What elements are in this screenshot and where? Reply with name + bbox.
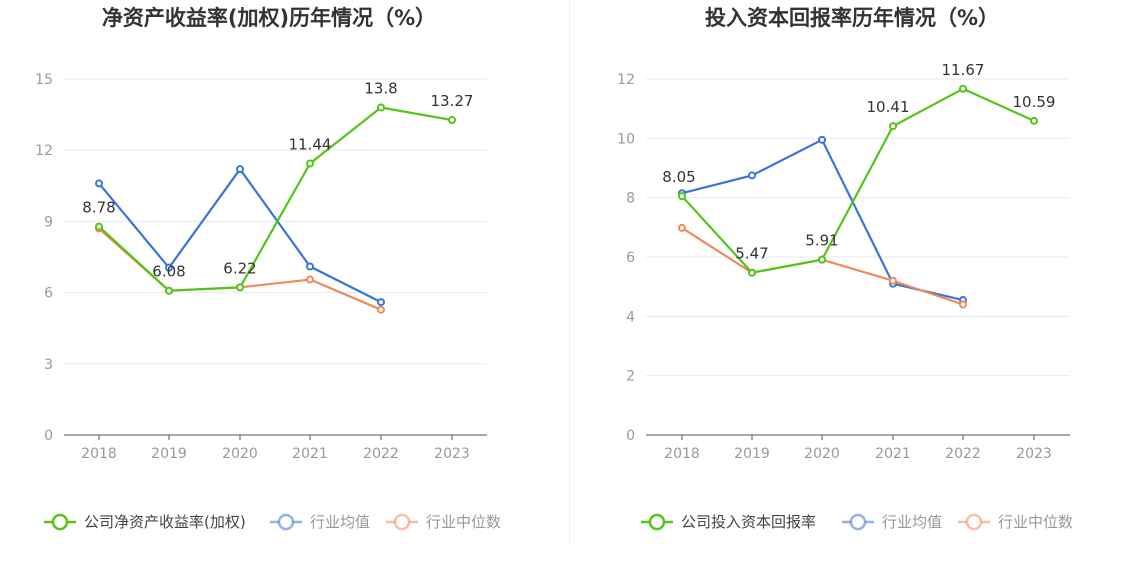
y-tick-label: 15 <box>35 72 53 88</box>
x-tick-label: 2023 <box>1016 446 1052 462</box>
y-tick-label: 12 <box>35 143 53 159</box>
x-tick-label: 2022 <box>363 446 399 462</box>
legend-marker <box>965 513 983 531</box>
y-tick-label: 6 <box>44 286 53 302</box>
x-tick-label: 2018 <box>664 446 700 462</box>
data-label: 13.27 <box>431 92 474 110</box>
data-point <box>236 165 244 174</box>
data-point <box>1030 116 1038 125</box>
x-tick-label: 2021 <box>292 446 328 462</box>
legend-label: 行业中位数 <box>998 513 1073 531</box>
y-tick-label: 9 <box>44 214 53 230</box>
data-point <box>748 268 756 277</box>
x-tick-label: 2020 <box>804 446 840 462</box>
x-tick-label: 2019 <box>734 446 770 462</box>
panel-divider <box>569 0 570 545</box>
roe-chart: 净资产收益率(加权)历年情况（%） 0 3 6 9 12 15 2018 2019 2020 202… <box>35 6 501 531</box>
y-tick-label: 8 <box>626 191 635 207</box>
data-label: 11.67 <box>942 61 985 79</box>
data-label: 10.59 <box>1013 93 1056 111</box>
data-point <box>306 275 314 284</box>
y-tick-label: 4 <box>626 309 635 325</box>
chart-title: 投入资本回报率历年情况（%） <box>705 6 999 30</box>
data-point <box>678 192 686 201</box>
legend-label: 公司投入资本回报率 <box>681 513 816 531</box>
data-point <box>306 159 314 168</box>
data-point <box>818 255 826 264</box>
legend-marker <box>393 513 411 531</box>
legend-label: 公司净资产收益率(加权) <box>84 513 246 531</box>
y-tick-label: 3 <box>44 357 53 373</box>
legend-marker <box>648 513 666 531</box>
data-point <box>678 223 686 232</box>
data-label: 10.41 <box>867 98 910 116</box>
chart-title: 净资产收益率(加权)历年情况（%） <box>102 6 436 30</box>
data-point <box>95 179 103 188</box>
data-point <box>377 298 385 307</box>
x-tick-label: 2023 <box>434 446 470 462</box>
y-tick-label: 2 <box>626 369 635 385</box>
y-tick-label: 12 <box>617 72 635 88</box>
y-tick-label: 0 <box>626 428 635 444</box>
y-tick-label: 6 <box>626 250 635 266</box>
data-point <box>959 300 967 309</box>
y-tick-label: 0 <box>44 428 53 444</box>
data-point <box>95 222 103 231</box>
data-label: 8.05 <box>662 168 695 186</box>
data-point <box>306 262 314 271</box>
data-point <box>377 103 385 112</box>
data-label: 13.8 <box>364 79 397 97</box>
legend-marker <box>849 513 867 531</box>
series-line-0 <box>681 87 1035 274</box>
data-point <box>889 122 897 131</box>
data-label: 5.47 <box>735 245 768 263</box>
x-tick-label: 2018 <box>81 446 117 462</box>
series-line-0 <box>98 106 453 292</box>
x-tick-label: 2019 <box>151 446 187 462</box>
data-label: 8.78 <box>82 199 115 217</box>
data-point <box>889 276 897 285</box>
series-line-1 <box>681 138 964 302</box>
x-tick-label: 2021 <box>875 446 911 462</box>
x-tick-label: 2022 <box>945 446 981 462</box>
data-point <box>377 305 385 314</box>
roic-chart: 投入资本回报率历年情况（%） 0 2 4 6 8 10 12 2018 2019 2020 2021 2… <box>617 6 1073 531</box>
data-label: 11.44 <box>289 135 332 153</box>
x-tick-label: 2020 <box>222 446 258 462</box>
legend-marker <box>277 513 295 531</box>
legend-marker <box>51 513 69 531</box>
data-point <box>236 283 244 292</box>
data-point <box>748 171 756 180</box>
series-line-1 <box>98 168 382 304</box>
y-tick-label: 10 <box>617 131 635 147</box>
data-point <box>165 263 173 272</box>
data-point <box>165 286 173 295</box>
data-label: 6.22 <box>223 259 256 277</box>
legend-label: 行业均值 <box>882 513 942 531</box>
data-label: 5.91 <box>805 232 838 250</box>
data-label: 6.08 <box>152 263 185 281</box>
data-point <box>448 116 456 125</box>
legend-label: 行业均值 <box>310 513 370 531</box>
legend-label: 行业中位数 <box>426 513 501 531</box>
data-point <box>818 135 826 144</box>
data-point <box>959 84 967 93</box>
